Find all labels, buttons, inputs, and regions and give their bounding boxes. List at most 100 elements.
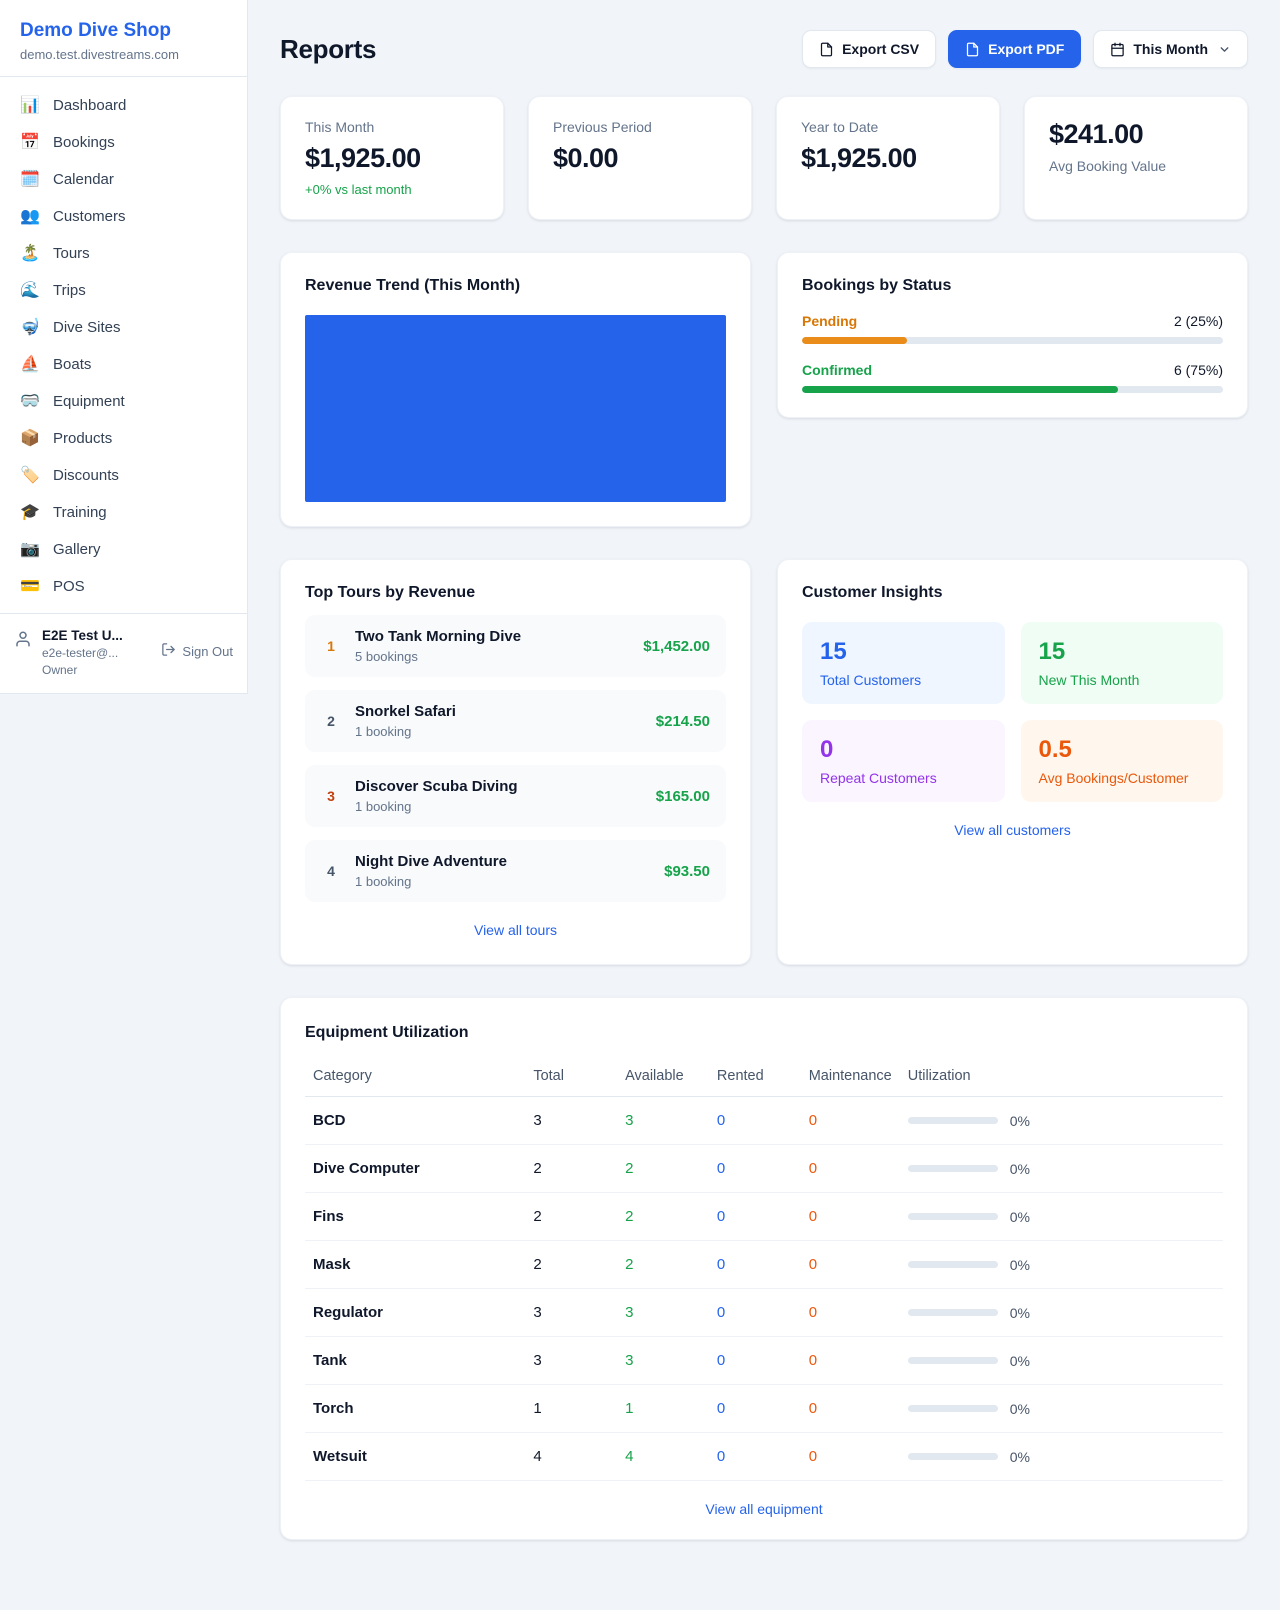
mid-row: Top Tours by Revenue 1 Two Tank Morning … bbox=[280, 559, 1248, 965]
utilization-cell: 0% bbox=[907, 1352, 1215, 1369]
discounts-icon: 🏷️ bbox=[20, 466, 40, 484]
utilization-bar bbox=[907, 1165, 998, 1172]
insight-value: 15 bbox=[820, 638, 847, 665]
sign-out-button[interactable]: Sign Out bbox=[161, 642, 233, 660]
document-icon bbox=[819, 42, 834, 57]
insight-label: Total Customers bbox=[820, 672, 922, 688]
equipment-icon: 🥽 bbox=[20, 392, 40, 410]
tour-bookings: 5 bookings bbox=[355, 649, 418, 664]
brand-block: Demo Dive Shop demo.test.divestreams.com bbox=[0, 0, 247, 77]
user-panel: E2E Test U... e2e-tester@... Owner Sign … bbox=[0, 613, 247, 693]
stat-card-this-month: This Month $1,925.00 +0% vs last month bbox=[280, 96, 504, 220]
customer-insights-card: Customer Insights 15 Total Customers 15 … bbox=[777, 559, 1248, 965]
status-row-confirmed: Confirmed 6 (75%) bbox=[802, 362, 1223, 393]
utilization-cell: 0% bbox=[907, 1305, 1215, 1321]
sidebar-item-bookings[interactable]: 📅 Bookings bbox=[0, 124, 247, 161]
cell-maintenance: 0 bbox=[800, 1240, 900, 1289]
cell-rented: 0 bbox=[708, 1384, 801, 1433]
cell-rented: 0 bbox=[708, 1192, 801, 1241]
table-row: Regulator 3 3 0 0 0% bbox=[305, 1288, 1223, 1337]
sidebar-item-gallery[interactable]: 📷 Gallery bbox=[0, 531, 247, 568]
sidebar-item-boats[interactable]: ⛵ Boats bbox=[0, 346, 247, 383]
sidebar: Demo Dive Shop demo.test.divestreams.com… bbox=[0, 0, 248, 694]
tour-name: Night Dive Adventure bbox=[355, 853, 507, 870]
dive-sites-icon: 🤿 bbox=[20, 318, 40, 336]
trips-icon: 🌊 bbox=[20, 281, 40, 299]
view-all-equipment-link[interactable]: View all equipment bbox=[705, 1501, 823, 1517]
table-row: Mask 2 2 0 0 0% bbox=[305, 1240, 1223, 1289]
calendar-icon: 🗓️ bbox=[20, 170, 40, 188]
sidebar-item-tours[interactable]: 🏝️ Tours bbox=[0, 235, 247, 272]
view-all-customers-link[interactable]: View all customers bbox=[954, 822, 1071, 838]
cell-available: 3 bbox=[617, 1288, 709, 1337]
tour-revenue: $214.50 bbox=[655, 712, 710, 730]
sidebar-item-calendar[interactable]: 🗓️ Calendar bbox=[0, 161, 247, 198]
sidebar-item-label: Dive Sites bbox=[53, 319, 121, 336]
equipment-table: Category Total Available Rented Maintena… bbox=[305, 1056, 1223, 1481]
customer-insights-title: Customer Insights bbox=[802, 584, 943, 601]
header-actions: Export CSV Export PDF This Month bbox=[802, 30, 1248, 68]
charts-row: Revenue Trend (This Month) Bookings by S… bbox=[280, 252, 1248, 527]
sidebar-item-dive-sites[interactable]: 🤿 Dive Sites bbox=[0, 309, 247, 346]
view-all-tours-link[interactable]: View all tours bbox=[473, 922, 557, 938]
sidebar-item-trips[interactable]: 🌊 Trips bbox=[0, 272, 247, 309]
utilization-pct: 0% bbox=[1009, 1448, 1030, 1465]
cell-maintenance: 0 bbox=[800, 1192, 900, 1241]
utilization-cell: 0% bbox=[907, 1448, 1215, 1465]
utilization-bar bbox=[907, 1405, 998, 1412]
top-tours-title: Top Tours by Revenue bbox=[305, 584, 476, 601]
bookings-status-title: Bookings by Status bbox=[802, 277, 952, 294]
tour-rank: 1 bbox=[327, 638, 335, 654]
period-select[interactable]: This Month bbox=[1093, 30, 1248, 68]
table-row: Wetsuit 4 4 0 0 0% bbox=[305, 1432, 1223, 1481]
cell-maintenance: 0 bbox=[800, 1336, 900, 1385]
cell-total: 2 bbox=[525, 1192, 618, 1241]
sidebar-item-label: Customers bbox=[53, 208, 126, 225]
status-count: 6 (75%) bbox=[1173, 362, 1223, 378]
cell-total: 2 bbox=[525, 1240, 618, 1289]
sidebar-item-customers[interactable]: 👥 Customers bbox=[0, 198, 247, 235]
products-icon: 📦 bbox=[20, 429, 40, 447]
insight-label: New This Month bbox=[1038, 672, 1140, 688]
sidebar-item-training[interactable]: 🎓 Training bbox=[0, 494, 247, 531]
cell-maintenance: 0 bbox=[800, 1096, 900, 1145]
col-category: Category bbox=[305, 1056, 526, 1097]
tour-bookings: 1 booking bbox=[355, 799, 412, 814]
sidebar-nav: 📊 Dashboard 📅 Bookings 🗓️ Calendar 👥 Cus… bbox=[0, 77, 247, 613]
cell-maintenance: 0 bbox=[800, 1432, 900, 1481]
utilization-pct: 0% bbox=[1009, 1112, 1030, 1129]
customers-icon: 👥 bbox=[20, 207, 40, 225]
brand-domain: demo.test.divestreams.com bbox=[20, 47, 179, 62]
cell-category: Regulator bbox=[305, 1288, 526, 1337]
insight-new-this-month: 15 New This Month bbox=[1020, 622, 1223, 704]
cell-rented: 0 bbox=[708, 1336, 801, 1385]
tour-name: Discover Scuba Diving bbox=[355, 778, 518, 795]
period-label: This Month bbox=[1133, 41, 1208, 57]
cell-available: 3 bbox=[617, 1096, 709, 1145]
tour-name: Snorkel Safari bbox=[355, 703, 456, 720]
cell-maintenance: 0 bbox=[800, 1384, 900, 1433]
sidebar-item-equipment[interactable]: 🥽 Equipment bbox=[0, 383, 247, 420]
sidebar-item-discounts[interactable]: 🏷️ Discounts bbox=[0, 457, 247, 494]
page-title: Reports bbox=[280, 33, 377, 64]
tour-revenue: $165.00 bbox=[655, 787, 710, 805]
export-pdf-button[interactable]: Export PDF bbox=[948, 30, 1082, 68]
gallery-icon: 📷 bbox=[20, 540, 40, 558]
utilization-cell: 0% bbox=[907, 1401, 1215, 1417]
export-csv-button[interactable]: Export CSV bbox=[802, 30, 937, 68]
revenue-trend-card: Revenue Trend (This Month) bbox=[280, 252, 751, 527]
equipment-utilization-card: Equipment Utilization Category Total Ava… bbox=[280, 997, 1248, 1540]
insight-repeat-customers: 0 Repeat Customers bbox=[802, 720, 1005, 802]
equipment-title: Equipment Utilization bbox=[305, 1024, 469, 1041]
utilization-pct: 0% bbox=[1009, 1352, 1030, 1369]
cell-category: Dive Computer bbox=[305, 1144, 526, 1193]
sidebar-item-products[interactable]: 📦 Products bbox=[0, 420, 247, 457]
insight-grid: 15 Total Customers 15 New This Month 0 R… bbox=[802, 622, 1223, 802]
sidebar-item-dashboard[interactable]: 📊 Dashboard bbox=[0, 87, 247, 124]
table-row: Torch 1 1 0 0 0% bbox=[305, 1384, 1223, 1433]
utilization-bar bbox=[907, 1309, 998, 1316]
main-content: Reports Export CSV Export PDF bbox=[248, 0, 1280, 1584]
user-role: Owner bbox=[42, 663, 78, 677]
sidebar-item-pos[interactable]: 💳 POS bbox=[0, 568, 247, 605]
